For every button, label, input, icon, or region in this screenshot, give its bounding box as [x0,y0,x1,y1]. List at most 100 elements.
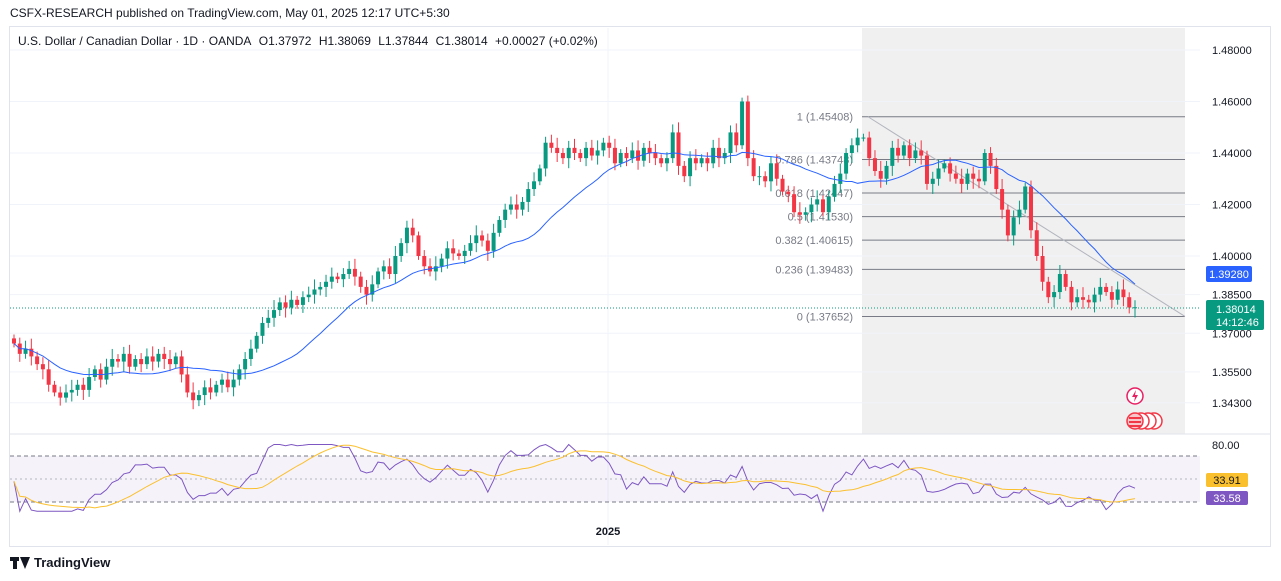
candle-body [503,209,508,220]
candle-body [393,256,398,275]
candle-body [878,171,883,179]
candle-body [1063,274,1068,287]
candle-body [300,297,305,305]
candle-body [341,274,346,280]
candle-body [220,379,225,385]
candle-body [670,132,675,159]
candle-body [81,384,86,390]
candle-body [1127,297,1132,308]
candle-body [260,322,265,336]
fib-level-label: 0 (1.37652) [797,311,853,323]
candles-layer[interactable] [12,95,1137,410]
symbol-name[interactable]: U.S. Dollar / Canadian Dollar · 1D · OAN… [18,34,252,48]
candle-body [526,189,531,202]
candle-body [1057,274,1062,293]
candle-body [988,153,993,166]
tradingview-logo[interactable]: TradingView [10,555,110,570]
candle-body [948,163,953,174]
rsi-axis-tick: 80.00 [1212,440,1240,452]
candle-body [543,142,548,169]
candle-body [121,353,126,362]
candle-body [820,199,825,213]
candle-body [185,374,190,393]
candle-body [537,168,542,182]
tradingview-logo-icon [10,556,30,569]
candle-body [965,173,970,184]
candle-body [306,294,311,298]
candle-body [913,150,918,159]
candle-body [335,276,340,280]
candle-body [664,158,669,164]
published-caption: CSFX-RESEARCH published on TradingView.c… [10,6,450,20]
candle-body [474,235,479,244]
candle-body [376,271,381,285]
candle-body [254,335,259,349]
candle-body [560,153,565,159]
lightning-event-icon[interactable] [1126,387,1144,405]
ma-tag-value: 1.39280 [1209,269,1249,281]
ohlc-high: H1.38069 [318,34,371,48]
candle-body [104,366,109,380]
candle-body [150,356,155,362]
candle-body [763,176,768,182]
y-axis-tick: 1.42000 [1212,200,1252,212]
candle-body [976,178,981,182]
y-axis-tick: 1.38500 [1212,290,1252,302]
candle-body [139,359,144,365]
candle-body [289,299,294,308]
candle-body [468,243,473,251]
y-axis-tick: 1.40000 [1212,251,1252,263]
candle-body [566,147,571,159]
candle-body [1017,209,1022,218]
candle-body [23,348,28,354]
candle-body [422,256,427,267]
candle-body [69,389,74,393]
candle-body [480,235,485,241]
candle-body [1086,299,1091,303]
candle-body [826,196,831,213]
current-price-value: 1.38014 [1216,304,1256,316]
fib-level-label: 0.5 (1.41530) [788,212,853,224]
x-axis-tick: 2025 [596,526,620,538]
grid-lines [10,28,1200,545]
candle-body [624,153,629,159]
candle-body [953,173,958,179]
candle-body [416,235,421,256]
candle-body [225,379,230,388]
candle-body [231,379,236,388]
candle-body [243,359,248,370]
chart-frame[interactable] [9,26,1271,547]
candle-body [1040,256,1045,282]
flag-event-icon[interactable] [1126,412,1163,430]
candle-body [266,317,271,323]
price-axis[interactable]: 1.48000 1.46000 1.44000 1.42000 1.40000 1.385… [1212,45,1252,410]
candle-body [1046,281,1051,298]
ohlc-open: O1.37972 [258,34,312,48]
candle-body [179,356,184,375]
ohlc-change: +0.00027 (+0.02%) [495,34,598,48]
candle-body [364,286,369,295]
candle-body [740,101,745,146]
ohlc-low: L1.37844 [378,34,429,48]
candle-body [1109,292,1114,300]
candle-body [971,173,976,179]
candle-body [728,132,733,153]
candle-body [283,302,288,308]
rsi-current-value: 33.58 [1213,493,1241,505]
rsi-ma-value-tag: 33.58 [1206,491,1248,505]
symbol-legend: U.S. Dollar / Canadian Dollar · 1D · OAN… [18,34,602,48]
candle-body [208,387,213,393]
rsi-ma-value: 33.91 [1213,475,1241,487]
candle-body [919,150,924,156]
candle-body [734,132,739,146]
candle-body [815,199,820,205]
candle-body [514,204,519,210]
candle-body [370,284,375,295]
candle-body [832,183,837,197]
candle-body [838,173,843,184]
candle-body [942,163,947,169]
candle-body [329,276,334,282]
candle-body [572,147,577,153]
candle-body [46,369,51,385]
